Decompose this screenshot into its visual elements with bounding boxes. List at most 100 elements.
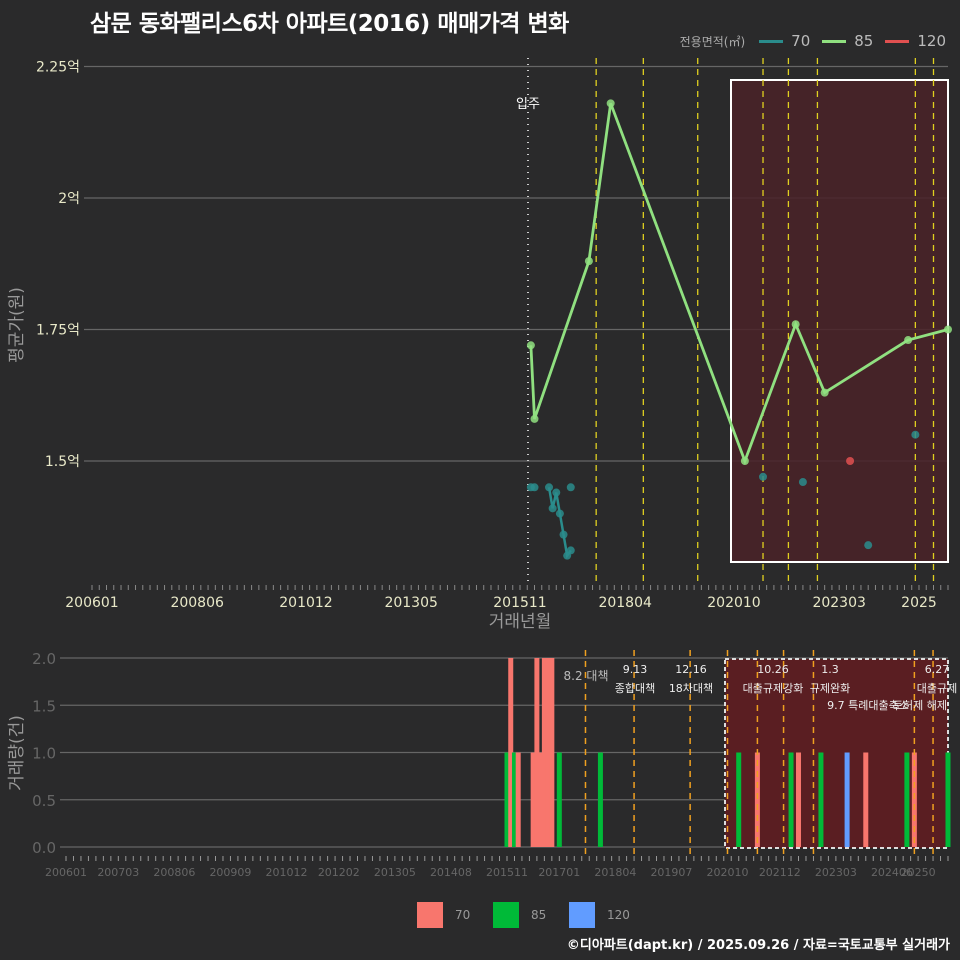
price-x-axis: 200601 200806 201012 201305 201511 201804 2020…: [65, 585, 948, 611]
legend-bottom-swatch-70: [417, 902, 443, 928]
policy-date: 12.16: [675, 663, 707, 676]
price-y-axis: 1.5억 1.75억 2억 2.25억: [36, 60, 80, 471]
bar-85: [736, 753, 741, 848]
policy-label: 종합대책: [615, 682, 655, 695]
data-point-85: [531, 415, 539, 423]
policy-label: 대출규제강화: [743, 682, 804, 695]
x-tick-label: 201408: [430, 866, 472, 879]
bar-85: [598, 753, 603, 848]
y-tick-label: 1.0: [32, 745, 56, 763]
x-tick-label: 200601: [45, 866, 87, 879]
x-tick-label: 201804: [598, 595, 652, 611]
y-tick-label: 0.5: [32, 792, 56, 810]
x-tick-label: 200806: [153, 866, 195, 879]
legend-bottom-swatch-120: [569, 902, 595, 928]
data-point-70: [545, 483, 553, 491]
legend-bottom-item-120: 120: [569, 902, 633, 928]
data-point-85: [527, 341, 535, 349]
bar-70: [549, 658, 554, 847]
source-credit: ©디아파트(dapt.kr) / 2025.09.26 / 자료=국토교통부 실…: [567, 934, 950, 953]
data-point-85: [821, 389, 829, 397]
x-tick-label: 202112: [759, 866, 801, 879]
x-tick-label: 2025: [901, 595, 937, 611]
volume-chart: 8.2 대책9.13종합대책12.1618차대책10.26대출규제강화1.3규제…: [0, 640, 960, 890]
data-point-85: [741, 457, 749, 465]
price-y-axis-title: 평균가(원): [7, 287, 27, 363]
data-point-85: [607, 99, 615, 107]
data-point-70: [911, 431, 919, 439]
x-tick-label: 201305: [374, 866, 416, 879]
data-point-85: [904, 336, 912, 344]
bar-70: [863, 753, 868, 848]
y-tick-label: 1.5억: [45, 454, 80, 470]
policy-label: 토허제 해제: [893, 698, 947, 712]
y-tick-label: 0.0: [32, 839, 56, 857]
bar-120: [845, 753, 850, 848]
x-tick-label: 201012: [266, 866, 308, 879]
data-point-85: [792, 320, 800, 328]
y-tick-label: 1.75억: [36, 323, 80, 339]
x-tick-label: 201305: [384, 595, 437, 611]
x-tick-label: 200703: [97, 866, 139, 879]
price-x-axis-title: 거래년월: [489, 612, 552, 632]
x-tick-label: 201804: [594, 866, 636, 879]
x-tick-label: 201511: [486, 866, 528, 879]
policy-date: 6.27: [925, 663, 950, 676]
x-tick-label: 200601: [65, 595, 118, 611]
bar-70: [796, 753, 801, 848]
series-line-70: [549, 487, 571, 555]
x-tick-label: 201202: [318, 866, 360, 879]
legend-bottom: 70 85 120: [417, 902, 645, 928]
policy-label: 규제완화: [810, 682, 850, 695]
x-tick-label: 201907: [650, 866, 692, 879]
policy-label: 대출규제: [917, 682, 957, 695]
move-in-label: 입주: [516, 97, 540, 112]
x-tick-label: 202303: [815, 866, 857, 879]
volume-y-axis-title: 거래량(건): [7, 715, 27, 791]
x-tick-label: 202010: [707, 866, 749, 879]
data-point-70: [799, 478, 807, 486]
data-point-70: [560, 531, 568, 539]
data-point-70: [531, 483, 539, 491]
policy-date: 9.13: [623, 663, 648, 676]
y-tick-label: 2억: [58, 191, 80, 207]
bar-85: [557, 753, 562, 848]
bar-85: [789, 753, 794, 848]
x-tick-label: 202010: [707, 595, 760, 611]
bar-85: [946, 753, 951, 848]
data-point-70: [556, 510, 564, 518]
x-tick-label: 201511: [493, 595, 546, 611]
x-tick-label: 200806: [170, 595, 224, 611]
x-tick-label: 201012: [279, 595, 332, 611]
data-point-70: [759, 473, 767, 481]
x-tick-label: 200909: [209, 866, 251, 879]
data-point-70: [567, 483, 575, 491]
y-tick-label: 1.5: [32, 697, 56, 715]
volume-x-axis: 200601 200703 200806 200909 201012 201202 2013…: [45, 856, 948, 879]
policy-label: 8.2 대책: [564, 668, 609, 683]
x-tick-label: 201701: [538, 866, 580, 879]
policy-date: 10.26: [757, 663, 789, 676]
bar-85: [904, 753, 909, 848]
x-tick-label: 20250: [901, 866, 936, 879]
legend-bottom-item-70: 70: [417, 902, 481, 928]
legend-bottom-label-85: 85: [531, 908, 557, 922]
legend-bottom-item-85: 85: [493, 902, 557, 928]
bar-70: [912, 753, 917, 848]
data-point-70: [552, 489, 560, 497]
legend-bottom-swatch-85: [493, 902, 519, 928]
data-point-120: [846, 457, 854, 465]
legend-bottom-label-70: 70: [455, 908, 481, 922]
volume-y-axis: 0.0 0.5 1.0 1.5 2.0: [32, 650, 56, 857]
bar-70: [516, 753, 521, 848]
legend-bottom-label-120: 120: [607, 908, 633, 922]
y-tick-label: 2.25억: [36, 60, 80, 76]
data-point-85: [585, 257, 593, 265]
bar-70: [755, 753, 760, 848]
policy-date: 1.3: [821, 663, 839, 676]
data-point-85: [944, 326, 952, 334]
y-tick-label: 2.0: [32, 650, 56, 668]
data-point-70: [567, 546, 575, 554]
price-chart: 입주 1.5억1.75억2억2.25억 20060120080620101220…: [0, 0, 960, 640]
data-point-70: [549, 504, 557, 512]
